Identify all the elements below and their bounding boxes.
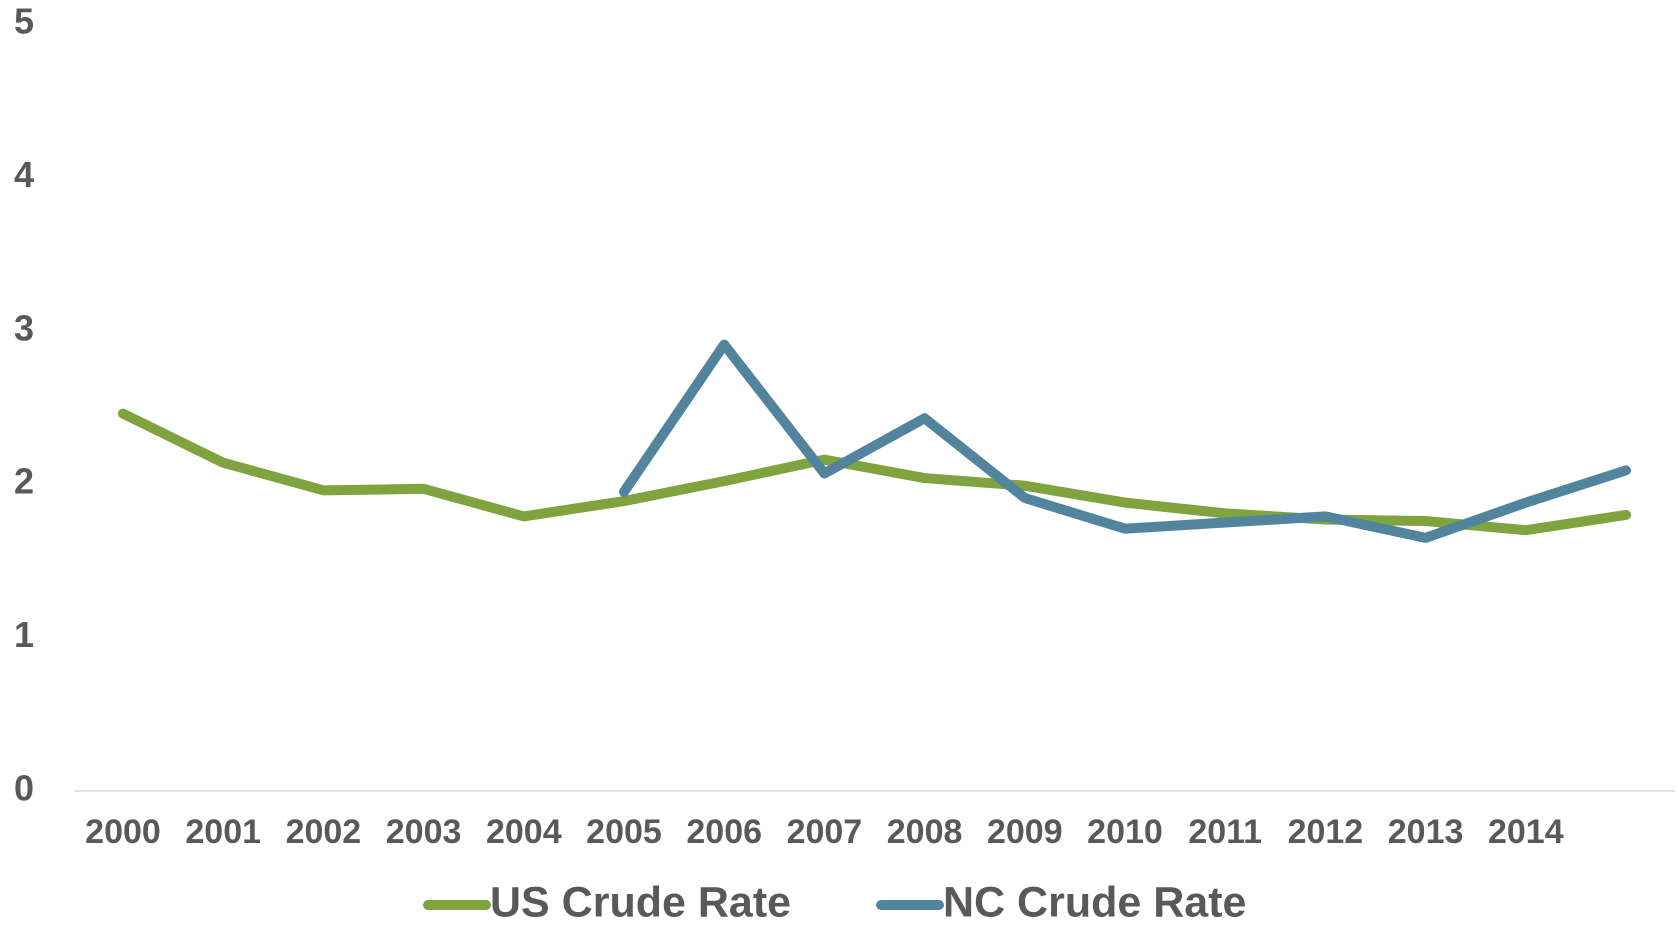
- y-tick-label: 2: [14, 461, 34, 502]
- x-tick-label: 2004: [486, 813, 562, 851]
- series-line: [619, 339, 1631, 543]
- x-tick-label: 2009: [987, 813, 1063, 851]
- x-tick-label: 2010: [1087, 813, 1163, 851]
- y-tick-label: 1: [14, 614, 34, 655]
- y-tick-label: 5: [14, 1, 34, 42]
- x-tick-label: 2003: [386, 813, 462, 851]
- y-tick-label: 4: [14, 154, 34, 195]
- x-tick-label: 2000: [85, 813, 161, 851]
- x-tick-label: 2014: [1488, 813, 1564, 851]
- y-tick-label: 0: [14, 768, 34, 809]
- series-line: [118, 408, 1631, 536]
- x-tick-label: 2002: [286, 813, 362, 851]
- legend-label: NC Crude Rate: [943, 878, 1246, 925]
- legend-label: US Crude Rate: [490, 878, 791, 925]
- x-tick-label: 2008: [887, 813, 963, 851]
- x-tick-label: 2013: [1388, 813, 1464, 851]
- x-tick-label: 2012: [1288, 813, 1364, 851]
- x-tick-label: 2006: [686, 813, 762, 851]
- x-tick-label: 2007: [787, 813, 863, 851]
- x-tick-label: 2011: [1188, 813, 1262, 851]
- x-tick-label: 2001: [185, 813, 261, 851]
- x-tick-label: 2005: [586, 813, 662, 851]
- y-tick-label: 3: [14, 307, 34, 348]
